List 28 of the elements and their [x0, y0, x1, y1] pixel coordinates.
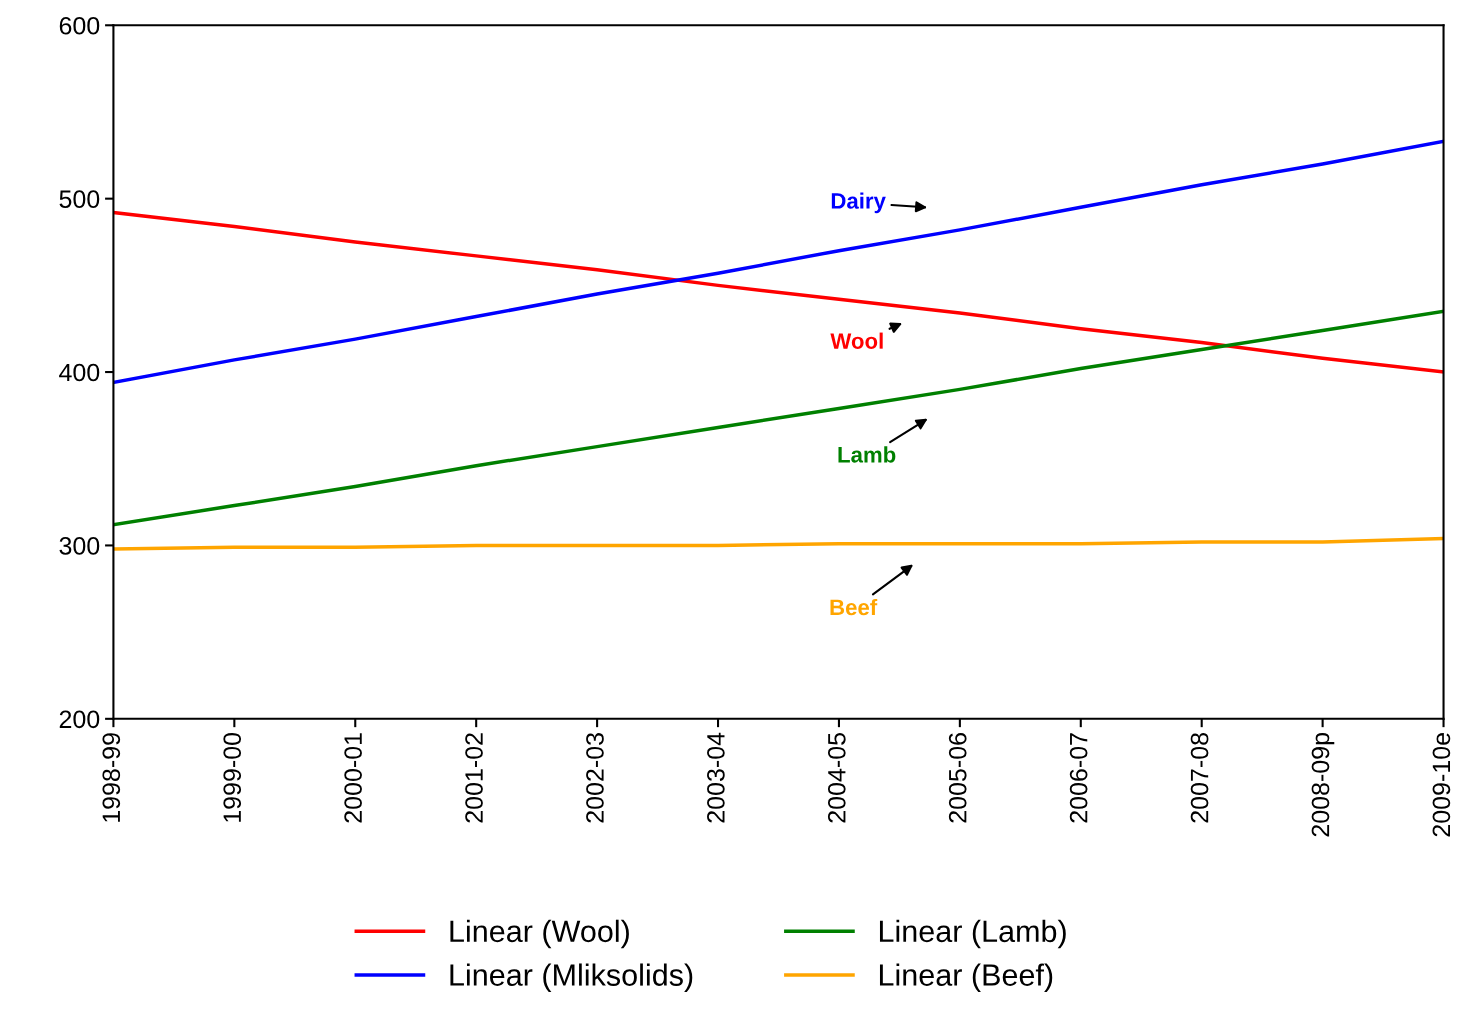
x-tick-label: 2006-07	[1069, 733, 1088, 823]
x-tick-label: 2005-06	[948, 733, 967, 823]
legend-label: Linear (Beef)	[879, 963, 1053, 992]
line-series	[113, 139, 1444, 385]
annotation: Beef	[830, 598, 878, 616]
x-tick-label: 2002-03	[586, 733, 604, 823]
x-tick-label: 2009-10e	[1432, 733, 1451, 837]
annotation: Wool	[830, 332, 883, 349]
annotation: Lamb	[838, 446, 896, 463]
y-tick-label: 400	[59, 363, 100, 382]
x-tick-label: 2008-09p	[1311, 733, 1335, 837]
line-series	[113, 309, 1444, 527]
y-tick-label: 600	[59, 16, 100, 35]
x-tick-label: 2001-02	[465, 733, 483, 823]
x-tick-label: 2007-08	[1190, 733, 1209, 823]
line-series	[113, 536, 1444, 551]
x-tick-label: 2000-01	[344, 733, 362, 823]
x-tick-label: 1999-00	[223, 732, 242, 822]
legend-label: Linear (Lamb)	[879, 919, 1066, 949]
x-tick-label: 1998-99	[102, 733, 121, 822]
y-tick-label: 200	[59, 710, 100, 729]
x-tick-label: 2004-05	[827, 733, 846, 823]
legend-label: Linear (Mliksolids)	[450, 963, 693, 992]
legend-label: Linear (Wool)	[450, 919, 629, 949]
annotation: Dairy	[831, 192, 886, 214]
y-tick-label: 500	[59, 190, 100, 208]
x-tick-label: 2003-04	[707, 732, 725, 823]
y-tick-label: 300	[59, 537, 100, 555]
